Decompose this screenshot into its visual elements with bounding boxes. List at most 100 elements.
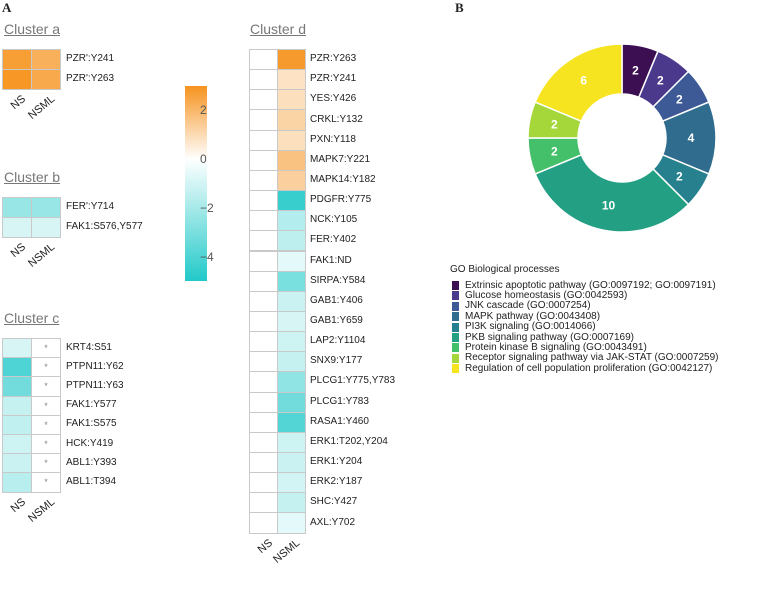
heatmap-cell: [277, 431, 306, 453]
row-label: ABL1:Y393: [66, 456, 117, 468]
row-label: CRKL:Y132: [310, 113, 363, 125]
column-label: NS: [8, 241, 29, 261]
row-label: NCK:Y105: [310, 214, 358, 226]
heatmap-cell: [277, 89, 306, 111]
panel-letter-b: B: [455, 0, 464, 15]
legend-item: Receptor signaling pathway via JAK-STAT …: [465, 352, 719, 364]
donut-slice-label: 2: [676, 169, 683, 183]
heatmap-cell: [277, 109, 306, 131]
donut-slice: [534, 153, 690, 233]
heatmap-cell: [31, 69, 61, 90]
heatmap-cell: [277, 331, 306, 353]
heatmap-cell: [277, 190, 306, 212]
heatmap-cell: [277, 452, 306, 474]
row-label: MAPK14:Y182: [310, 173, 376, 185]
column-label: NS: [255, 536, 275, 556]
heatmap-cell: [249, 129, 278, 151]
row-label: PLCG1:Y783: [310, 395, 369, 407]
legend-item: JNK cascade (GO:0007254): [465, 300, 591, 312]
donut-slice-label: 2: [632, 63, 639, 77]
heatmap-cell: *: [31, 434, 61, 455]
heatmap-cell: *: [31, 357, 61, 378]
legend-item: PKB signaling pathway (GO:0007169): [465, 331, 634, 343]
row-label: FAK1:Y577: [66, 399, 117, 411]
row-label: PDGFR:Y775: [310, 194, 372, 206]
heatmap-cell: [277, 49, 306, 71]
column-label: NSML: [26, 495, 58, 525]
colorbar-tick-label: 2: [200, 103, 207, 118]
heatmap-cell: [2, 472, 32, 493]
legend-item: Extrinsic apoptotic pathway (GO:0097192;…: [465, 279, 716, 291]
row-label: ABL1:T394: [66, 476, 117, 487]
heatmap-cell: [277, 472, 306, 494]
cluster-a-title: Cluster a: [4, 21, 61, 37]
legend-item: MAPK pathway (GO:0043408): [465, 310, 601, 322]
heatmap-cell: [277, 512, 306, 534]
legend-swatch: [452, 364, 459, 374]
heatmap-cell: [249, 230, 278, 252]
heatmap-cell: [249, 169, 278, 192]
legend-item: Glucose homeostasis (GO:0042593): [465, 289, 628, 301]
cluster-b-heatmap: FER':Y714 FAK1:S576,Y577 NS NSML: [2, 197, 143, 270]
heatmap-cell: [249, 149, 278, 171]
cluster-d-title: Cluster d: [250, 21, 307, 37]
heatmap-cell: [31, 217, 61, 238]
donut-slice-label: 2: [676, 93, 683, 107]
heatmap-cell: [249, 452, 278, 474]
column-label: NS: [8, 495, 29, 515]
row-label: ERK2:Y187: [310, 476, 363, 488]
donut-slice-label: 2: [551, 144, 558, 158]
heatmap-cell: [277, 391, 306, 413]
heatmap-cell: [249, 49, 278, 71]
heatmap-cell: [249, 190, 278, 212]
row-label: PZR:Y263: [310, 53, 357, 65]
legend-swatch: [452, 312, 459, 322]
donut-slice-label: 2: [551, 118, 558, 132]
heatmap-cell: [277, 411, 306, 433]
cluster-a-heatmap: PZR':Y241 PZR':Y263 NS NSML: [2, 49, 114, 122]
row-label: SIRPA:Y584: [310, 274, 366, 286]
heatmap-cell: *: [31, 472, 61, 493]
heatmap-cell: [2, 69, 32, 90]
row-label: RASA1:Y460: [310, 415, 369, 427]
row-label: ERK1:T202,Y204: [310, 435, 388, 447]
colorbar-tick-label: 0: [200, 152, 207, 167]
heatmap-cell: [249, 109, 278, 131]
row-label: AXL:Y702: [310, 516, 356, 528]
cluster-d-heatmap: PZR:Y263 PZR:Y241 YES:Y426 CRKL:Y132 PXN:Y11…: [249, 49, 395, 565]
heatmap-cell: *: [31, 376, 61, 397]
heatmap-cell: [249, 89, 278, 111]
donut-slice-label: 4: [688, 131, 695, 145]
row-label: FAK1:S576,Y577: [66, 221, 143, 232]
row-label: GAB1:Y659: [310, 315, 363, 327]
heatmap-cell: [277, 129, 306, 151]
heatmap-cell: [277, 169, 306, 192]
heatmap-cell: [249, 250, 278, 272]
heatmap-cell: [2, 217, 32, 238]
heatmap-cell: [2, 357, 32, 378]
legend-item: Regulation of cell population proliferat…: [465, 362, 713, 374]
heatmap-cell: [249, 371, 278, 393]
heatmap-cell: [249, 472, 278, 494]
column-label: NSML: [271, 536, 303, 566]
heatmap-cell: [249, 351, 278, 373]
legend-title: GO Biological processes: [450, 264, 560, 275]
heatmap-cell: [249, 512, 278, 534]
heatmap-cell: [277, 492, 306, 514]
heatmap-cell: [2, 434, 32, 455]
heatmap-cell: [277, 210, 306, 232]
heatmap-cell: [2, 338, 32, 359]
cluster-b-title: Cluster b: [4, 169, 61, 185]
heatmap-cell: [249, 411, 278, 433]
row-label: HCK:Y419: [66, 437, 114, 449]
legend-item: Protein kinase B signaling (GO:0043491): [465, 341, 647, 353]
legend-swatch: [452, 301, 459, 311]
row-label: GAB1:Y406: [310, 294, 363, 306]
heatmap-cell: [277, 149, 306, 171]
heatmap-cell: [249, 492, 278, 514]
heatmap-cell: [249, 290, 278, 312]
row-label: PTPN11:Y63: [66, 380, 124, 391]
row-label: LAP2:Y1104: [310, 335, 366, 347]
row-label: MAPK7:Y221: [310, 153, 371, 165]
cluster-c-title: Cluster c: [4, 310, 60, 326]
